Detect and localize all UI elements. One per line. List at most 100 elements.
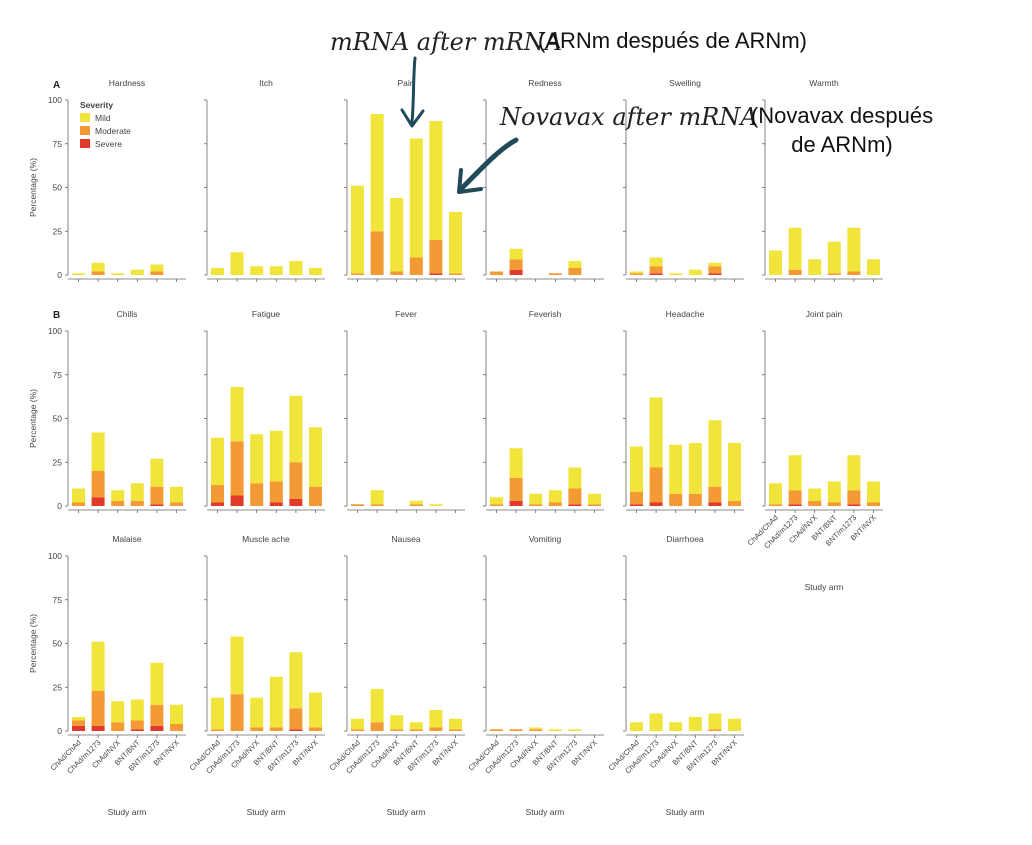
bar-mild-ChAd/ChAd — [211, 268, 224, 275]
bar-mild-ChAd/ChAd — [351, 185, 364, 274]
x-axis-title: Study arm — [526, 807, 565, 817]
bar-moderate-BNT/m1273 — [847, 271, 861, 275]
bar-moderate-ChAd/m1273 — [370, 504, 384, 506]
panel-title: Pain — [397, 78, 414, 88]
bar-moderate-BNT/NVX — [449, 273, 462, 275]
panel-title: Itch — [259, 78, 273, 88]
bar-moderate-ChAd/m1273 — [230, 694, 244, 731]
bar-moderate-ChAd/m1273 — [788, 490, 802, 505]
bar-moderate-ChAd/m1273 — [509, 729, 523, 731]
bar-moderate-BNT/BNT — [548, 273, 562, 275]
panel-title: Redness — [528, 78, 562, 88]
annotation-mrna-translation: (ARNm después de ARNm) — [538, 28, 807, 53]
bar-moderate-BNT/BNT — [130, 720, 144, 730]
bar-severe-BNT/m1273 — [150, 725, 164, 731]
bar-severe-BNT/m1273 — [429, 273, 443, 275]
bar-moderate-BNT/BNT — [269, 727, 283, 731]
bar-moderate-BNT/NVX — [728, 500, 741, 506]
bar-mild-BNT/m1273 — [708, 420, 722, 487]
bar-mild-ChAd/NVX — [390, 198, 404, 272]
y-tick-label: 75 — [53, 595, 63, 605]
bar-mild-BNT/m1273 — [429, 121, 443, 240]
bar-moderate-ChAd/m1273 — [649, 467, 663, 503]
bar-mild-BNT/BNT — [688, 717, 702, 731]
panel-title: Fever — [395, 309, 417, 319]
bar-mild-ChAd/m1273 — [230, 252, 244, 275]
bar-moderate-BNT/NVX — [309, 727, 322, 731]
bar-moderate-ChAd/m1273 — [91, 471, 105, 498]
panel-title: Fatigue — [252, 309, 281, 319]
bar-moderate-ChAd/NVX — [390, 271, 404, 275]
bar-moderate-ChAd/ChAd — [490, 271, 503, 275]
bar-moderate-ChAd/NVX — [250, 483, 264, 506]
bar-moderate-BNT/m1273 — [847, 490, 861, 505]
bar-moderate-BNT/BNT — [409, 504, 423, 506]
bar-mild-ChAd/ChAd — [211, 437, 224, 485]
y-tick-label: 25 — [53, 226, 63, 236]
bar-mild-BNT/m1273 — [847, 227, 861, 272]
bar-mild-ChAd/ChAd — [72, 717, 85, 721]
bar-moderate-ChAd/ChAd — [211, 485, 224, 503]
bar-mild-BNT/NVX — [449, 212, 462, 274]
bar-mild-BNT/m1273 — [289, 395, 303, 463]
bar-moderate-BNT/NVX — [170, 502, 183, 506]
bar-mild-ChAd/NVX — [529, 727, 543, 730]
bar-mild-BNT/m1273 — [289, 652, 303, 709]
legend-label-mild: Mild — [95, 113, 111, 123]
bar-moderate-ChAd/NVX — [390, 729, 404, 731]
bar-moderate-BNT/m1273 — [568, 488, 582, 505]
bar-mild-BNT/m1273 — [568, 729, 582, 731]
bar-mild-BNT/NVX — [588, 493, 601, 505]
bar-moderate-BNT/m1273 — [150, 704, 164, 726]
arrow-novavax-shaft — [459, 137, 519, 191]
bar-severe-ChAd/ChAd — [630, 504, 643, 506]
bar-severe-ChAd/m1273 — [649, 502, 663, 506]
bar-mild-ChAd/ChAd — [490, 497, 503, 505]
bar-mild-BNT/NVX — [170, 704, 183, 724]
bar-severe-ChAd/ChAd — [72, 725, 85, 731]
bar-moderate-ChAd/m1273 — [509, 259, 523, 270]
bar-mild-ChAd/m1273 — [649, 257, 663, 267]
bar-mild-ChAd/NVX — [669, 273, 683, 275]
bar-mild-ChAd/NVX — [250, 697, 264, 728]
bar-mild-ChAd/m1273 — [649, 397, 663, 468]
bar-mild-BNT/BNT — [269, 676, 283, 728]
bar-mild-BNT/m1273 — [429, 710, 443, 728]
bar-severe-BNT/m1273 — [289, 729, 303, 731]
bar-severe-ChAd/m1273 — [91, 725, 105, 731]
bar-severe-BNT/m1273 — [708, 502, 722, 506]
bar-moderate-ChAd/ChAd — [490, 729, 503, 731]
bar-moderate-ChAd/m1273 — [370, 722, 384, 731]
bar-mild-BNT/NVX — [170, 486, 183, 503]
bar-moderate-BNT/BNT — [548, 502, 562, 506]
annotation-mrna-handwritten: mRNA after mRNA — [330, 28, 563, 56]
bar-moderate-BNT/m1273 — [708, 729, 722, 731]
bar-mild-BNT/m1273 — [568, 467, 582, 489]
panel-title: Diarrhoea — [666, 534, 704, 544]
bar-mild-BNT/BNT — [409, 138, 423, 258]
bar-moderate-ChAd/NVX — [111, 722, 125, 731]
bar-mild-BNT/NVX — [449, 718, 462, 730]
bar-mild-BNT/NVX — [309, 268, 322, 275]
bar-severe-ChAd/m1273 — [91, 497, 105, 506]
bar-moderate-BNT/BNT — [827, 502, 841, 506]
y-tick-label: 50 — [53, 183, 63, 193]
bar-mild-ChAd/NVX — [390, 715, 404, 730]
bar-mild-ChAd/ChAd — [630, 446, 643, 492]
panel-title: Hardness — [109, 78, 145, 88]
bar-severe-BNT/m1273 — [708, 273, 722, 275]
bar-mild-BNT/BNT — [269, 266, 283, 275]
bar-moderate-BNT/m1273 — [429, 727, 443, 731]
bar-mild-BNT/BNT — [688, 269, 702, 275]
bar-mild-BNT/BNT — [548, 729, 562, 731]
bar-moderate-ChAd/NVX — [250, 727, 264, 731]
annotation-novavax-translation-1: (Novavax después — [750, 103, 934, 128]
bar-moderate-ChAd/m1273 — [230, 441, 244, 496]
y-tick-label: 100 — [48, 326, 62, 336]
bar-mild-BNT/NVX — [867, 481, 880, 503]
bar-mild-BNT/NVX — [309, 427, 322, 487]
bar-moderate-ChAd/NVX — [529, 504, 543, 506]
bar-mild-ChAd/ChAd — [769, 483, 782, 505]
bar-moderate-BNT/NVX — [588, 504, 601, 506]
